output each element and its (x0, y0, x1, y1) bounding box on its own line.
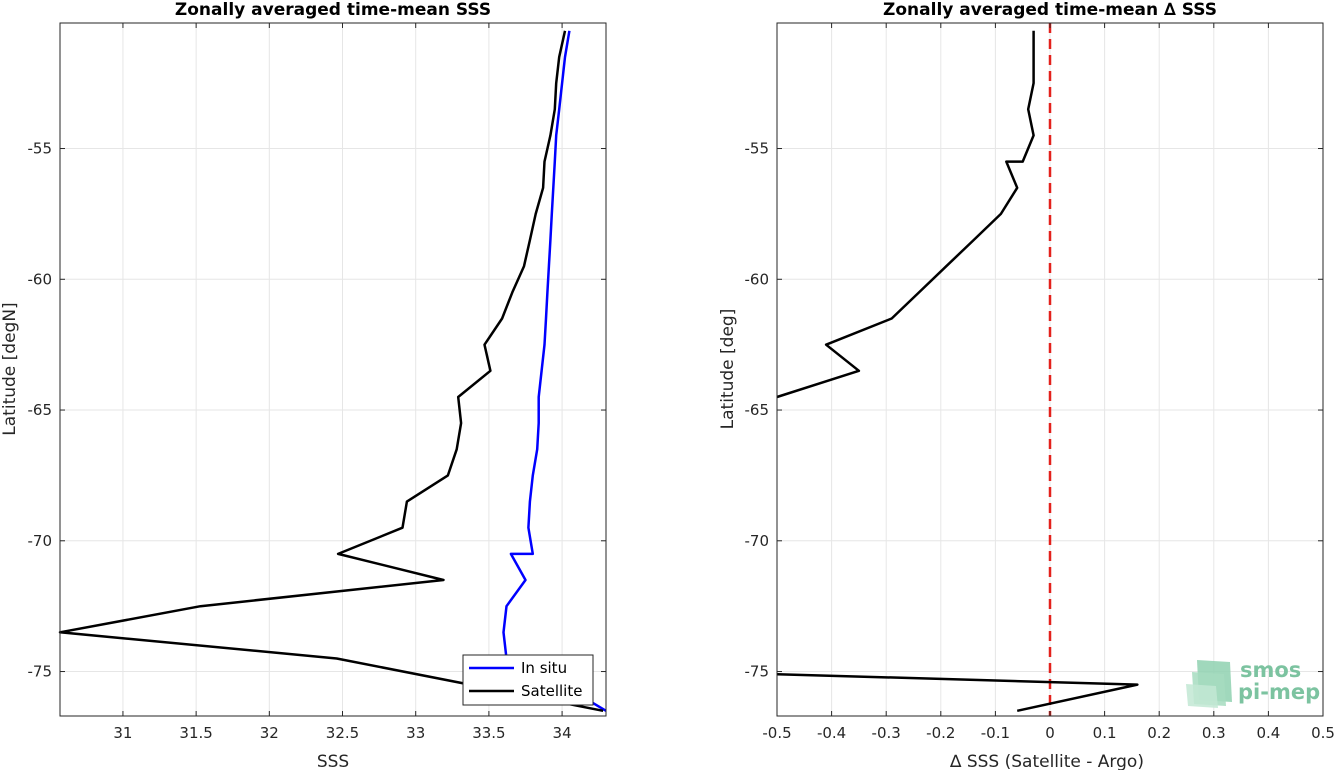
y-axis-label-left: Latitude [degN] (0, 302, 20, 435)
x-tick-label: 33.5 (472, 724, 505, 742)
x-tick-label: 0.2 (1147, 724, 1171, 742)
x-axis-label-left: SSS (317, 752, 349, 770)
legend-label-in-situ: In situ (521, 659, 567, 677)
series-line-in-situ (502, 30, 607, 712)
series-layer-right (776, 30, 1139, 713)
legend-label-satellite: Satellite (521, 682, 582, 700)
x-tick-label: 32 (260, 724, 279, 742)
legend: In situ Satellite (462, 654, 594, 706)
y-tick-label: -70 (28, 532, 53, 550)
series-line-satellite (58, 30, 604, 713)
x-tick-label: 31.5 (179, 724, 212, 742)
x-tick-label: -0.2 (926, 724, 955, 742)
ticks-right: -0.5 -0.4 -0.3 -0.2 -0.1 0 0.1 0.2 0.3 0.4 0.5 -55 -… (745, 23, 1335, 742)
y-tick-label: -60 (28, 270, 53, 288)
x-tick-label: 32.5 (326, 724, 359, 742)
chart-title-right: Zonally averaged time-mean ∆ SSS (883, 0, 1217, 20)
logo-mark-icon (1186, 660, 1232, 708)
x-tick-label: 0 (1045, 724, 1055, 742)
x-tick-label: -0.1 (981, 724, 1010, 742)
x-tick-label: -0.4 (817, 724, 846, 742)
x-tick-label: -0.3 (872, 724, 901, 742)
y-axis-label-right: Latitude [deg] (718, 309, 738, 430)
y-tick-label: -55 (28, 140, 53, 158)
logo-text-line2: pi-mep (1238, 680, 1320, 704)
x-tick-label: 0.1 (1093, 724, 1117, 742)
series-layer-left (58, 30, 607, 713)
x-tick-label: -0.5 (762, 724, 791, 742)
y-tick-label: -65 (745, 401, 770, 419)
y-tick-label: -70 (745, 532, 770, 550)
plot-area-left (60, 23, 606, 716)
y-tick-label: -75 (28, 663, 53, 681)
sss-panel: 31 31.5 32 32.5 33 33.5 34 -55 -60 -65 -70 -75 Zona… (0, 0, 607, 770)
delta-sss-panel: -0.5 -0.4 -0.3 -0.2 -0.1 0 0.1 0.2 0.3 0.4 0.5 -55 -… (718, 0, 1335, 770)
y-tick-label: -75 (745, 663, 770, 681)
series-line-series-0 (776, 30, 1035, 399)
y-tick-label: -65 (28, 401, 53, 419)
x-tick-label: 0.4 (1256, 724, 1280, 742)
axes-box-left (59, 22, 607, 717)
logo-text-line1: smos (1240, 658, 1301, 682)
series-line-series-0 (776, 672, 1139, 713)
y-tick-label: -55 (745, 140, 770, 158)
legend-box (462, 654, 594, 706)
x-tick-label: 33 (406, 724, 425, 742)
x-tick-label: 0.5 (1311, 724, 1335, 742)
ticks-left: 31 31.5 32 32.5 33 33.5 34 -55 -60 -65 -70 -75 (28, 23, 606, 742)
x-tick-label: 0.3 (1202, 724, 1226, 742)
smos-pi-mep-logo: smos pi-mep (1186, 658, 1320, 708)
x-tick-label: 34 (553, 724, 572, 742)
x-axis-label-right: ∆ SSS (Satellite - Argo) (949, 752, 1144, 770)
x-tick-label: 31 (113, 724, 132, 742)
y-tick-label: -60 (745, 270, 770, 288)
chart-title-left: Zonally averaged time-mean SSS (175, 0, 491, 20)
